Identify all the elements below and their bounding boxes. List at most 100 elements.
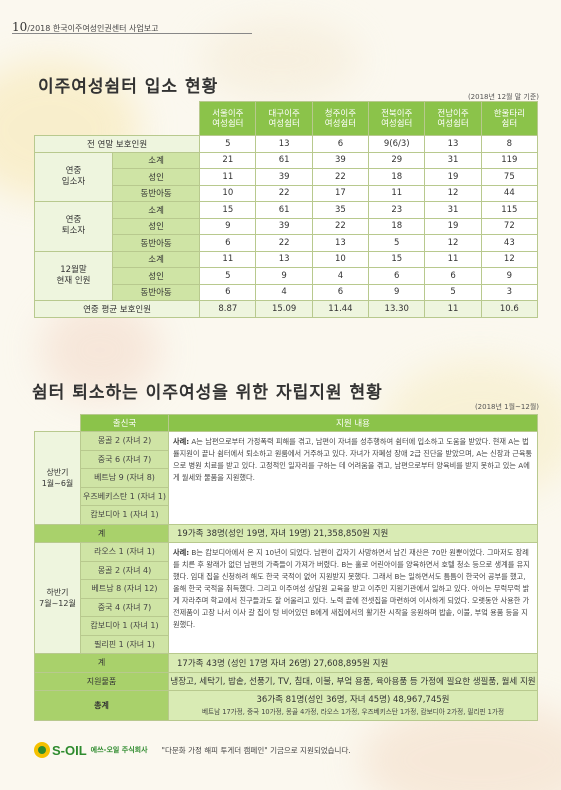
cell: 4 <box>256 284 312 301</box>
half-label-text: 하반기 7월~12월 <box>39 588 76 608</box>
cell: 5 <box>200 136 256 153</box>
independence-support-table: 출신국 지원 내용 상반기 1월~6월 몽골 2 (자녀 2) 사례: A는 남… <box>34 414 538 721</box>
case-title: 사례: <box>173 437 189 446</box>
sub-label: 동반아동 <box>113 284 200 301</box>
cell: 22 <box>256 235 312 252</box>
cell: 75 <box>481 169 537 186</box>
cell: 119 <box>481 152 537 169</box>
cell: 115 <box>481 202 537 219</box>
cell: 6 <box>369 268 425 285</box>
cell: 10.6 <box>481 301 537 318</box>
cell: 21 <box>200 152 256 169</box>
corner-cell <box>35 102 200 136</box>
grand-total-value: 36가족 81명(성인 36명, 자녀 45명) 48,967,745원 베트남… <box>169 691 538 721</box>
cell: 18 <box>369 169 425 186</box>
table-row: 하반기 7월~12월 라오스 1 (자녀 1) 사례: B는 캄보디아에서 온 … <box>35 543 538 562</box>
sub-label: 성인 <box>113 268 200 285</box>
group-label: 12월말 현재 인원 <box>35 251 113 301</box>
cell: 11.44 <box>312 301 368 318</box>
page-number: 10 <box>12 20 27 34</box>
corner-cell <box>35 415 81 432</box>
country-cell: 우즈베키스탄 1 (자녀 1) <box>81 487 169 506</box>
cell: 35 <box>312 202 368 219</box>
case-description: 사례: B는 캄보디아에서 온 지 10년이 되었다. 남편이 갑자기 사망하면… <box>169 543 538 654</box>
basis-period: (2018년 1월~12월) <box>475 402 539 412</box>
section-title-independence-support: 쉼터 퇴소하는 이주여성을 위한 자립지원 현황 <box>32 378 383 403</box>
col-header: 전남이주 여성쉼터 <box>425 102 481 136</box>
case-title: 사례: <box>173 548 189 557</box>
cell: 17 <box>312 185 368 202</box>
group-label: 연중 입소자 <box>35 152 113 202</box>
country-cell: 라오스 1 (자녀 1) <box>81 543 169 562</box>
cell: 9 <box>481 268 537 285</box>
country-cell: 몽골 2 (자녀 4) <box>81 561 169 580</box>
cell: 39 <box>312 152 368 169</box>
col-header: 대구이주 여성쉼터 <box>256 102 312 136</box>
col-header-content: 지원 내용 <box>169 415 538 432</box>
cell: 12 <box>481 251 537 268</box>
case-text: A는 남편으로부터 가정폭력 피해를 겪고, 남편이 자녀를 성추행하여 쉼터에… <box>173 437 532 482</box>
col-header: 한울타리 쉼터 <box>481 102 537 136</box>
cell: 11 <box>369 185 425 202</box>
footer: S-OIL 에쓰-오일 주식회사 "다문화 가정 해피 투게더 캠페인" 기금으… <box>34 742 351 758</box>
cell: 6 <box>312 136 368 153</box>
cell: 4 <box>312 268 368 285</box>
cell: 43 <box>481 235 537 252</box>
case-description: 사례: A는 남편으로부터 가정폭력 피해를 겪고, 남편이 자녀를 성추행하여… <box>169 432 538 525</box>
cell: 18 <box>369 218 425 235</box>
cell: 5 <box>425 284 481 301</box>
table-header-row: 출신국 지원 내용 <box>35 415 538 432</box>
row-label: 연중 평균 보호인원 <box>35 301 200 318</box>
cell: 8.87 <box>200 301 256 318</box>
cell: 13 <box>312 235 368 252</box>
goods-value: 냉장고, 세탁기, 밥솥, 선풍기, TV, 침대, 이불, 부엌 용품, 육아… <box>169 672 538 691</box>
section-title-shelter-status: 이주여성쉼터 입소 현황 <box>38 72 218 97</box>
cell: 22 <box>312 218 368 235</box>
country-cell: 필리핀 1 (자녀 1) <box>81 635 169 654</box>
cell: 6 <box>425 268 481 285</box>
cell: 13 <box>256 136 312 153</box>
cell: 11 <box>425 301 481 318</box>
cell: 31 <box>425 152 481 169</box>
cell: 19 <box>425 218 481 235</box>
cell: 13 <box>256 251 312 268</box>
col-header-label: 전북이주 여성쉼터 <box>381 109 412 129</box>
shelter-status-table: 서울이주 여성쉼터 대구이주 여성쉼터 청주이주 여성쉼터 전북이주 여성쉼터 … <box>34 101 538 318</box>
header-divider <box>12 33 252 34</box>
half-label: 상반기 1월~6월 <box>35 432 81 525</box>
table-row: 연중 평균 보호인원 8.87 15.09 11.44 13.30 11 10.… <box>35 301 538 318</box>
cell: 19 <box>425 169 481 186</box>
cell: 10 <box>312 251 368 268</box>
cell: 10 <box>200 185 256 202</box>
cell: 6 <box>200 235 256 252</box>
cell: 39 <box>256 218 312 235</box>
cell: 15 <box>369 251 425 268</box>
cell: 22 <box>312 169 368 186</box>
cell: 12 <box>425 185 481 202</box>
subtotal-value: 19가족 38명(성인 19명, 자녀 19명) 21,358,850원 지원 <box>169 524 538 543</box>
cell: 29 <box>369 152 425 169</box>
cell: 9 <box>256 268 312 285</box>
country-cell: 중국 4 (자녀 7) <box>81 598 169 617</box>
logo-text: S-OIL <box>52 743 87 758</box>
cell: 11 <box>425 251 481 268</box>
country-cell: 베트남 9 (자녀 8) <box>81 469 169 488</box>
cell: 5 <box>200 268 256 285</box>
col-header: 전북이주 여성쉼터 <box>369 102 425 136</box>
cell: 22 <box>256 185 312 202</box>
sub-label: 성인 <box>113 169 200 186</box>
col-header-label: 한울타리 쉼터 <box>494 109 525 129</box>
table-row: 12월말 현재 인원 소계 11 13 10 15 11 12 <box>35 251 538 268</box>
col-header-label: 전남이주 여성쉼터 <box>437 109 468 129</box>
col-header-label: 청주이주 여성쉼터 <box>325 109 356 129</box>
country-cell: 베트남 8 (자녀 12) <box>81 580 169 599</box>
table-row: 계 19가족 38명(성인 19명, 자녀 19명) 21,358,850원 지… <box>35 524 538 543</box>
row-label: 전 연말 보호인원 <box>35 136 200 153</box>
cell: 39 <box>256 169 312 186</box>
sub-label: 소계 <box>113 202 200 219</box>
grand-total-detail: 베트남 17가정, 중국 10가정, 몽골 4가정, 라오스 1가정, 우즈베키… <box>169 706 537 718</box>
cell: 13 <box>425 136 481 153</box>
col-header-label: 서울이주 여성쉼터 <box>212 109 243 129</box>
grand-total-summary: 36가족 81명(성인 36명, 자녀 45명) 48,967,745원 <box>169 694 537 706</box>
col-header-country: 출신국 <box>81 415 169 432</box>
